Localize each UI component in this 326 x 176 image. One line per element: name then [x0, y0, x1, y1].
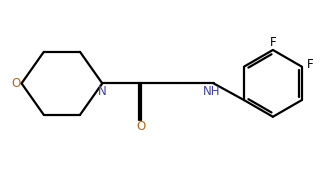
Text: O: O [11, 77, 20, 90]
Text: NH: NH [202, 85, 220, 98]
Text: F: F [270, 36, 276, 49]
Text: F: F [307, 58, 314, 71]
Text: N: N [98, 85, 107, 98]
Text: O: O [137, 120, 146, 133]
